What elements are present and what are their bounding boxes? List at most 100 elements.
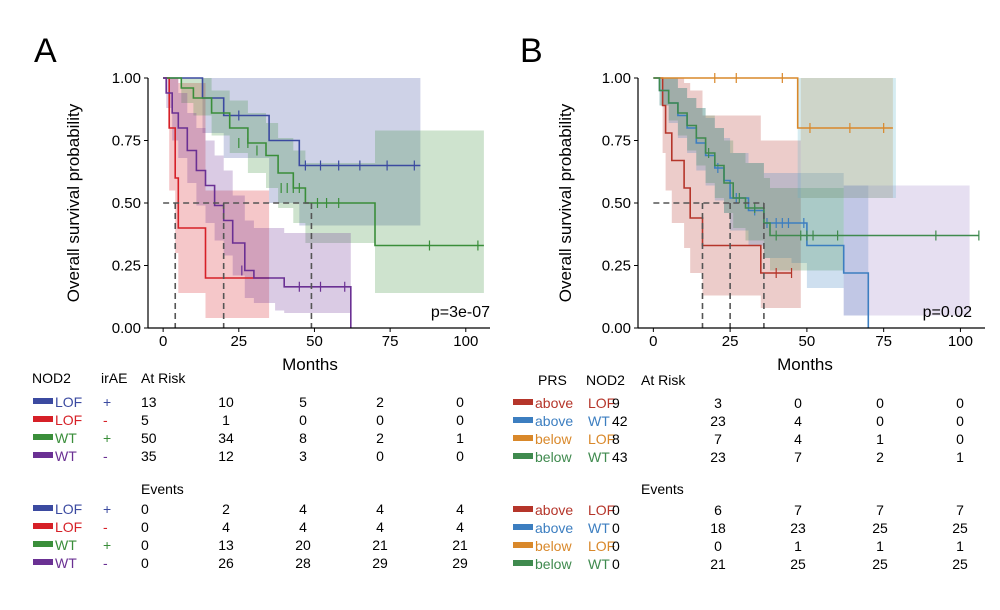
events-row-group1-1: LOF bbox=[55, 519, 82, 535]
at-risk-value-0-2: 0 bbox=[794, 395, 802, 411]
at-risk-value-3-3: 0 bbox=[376, 448, 384, 464]
at-risk-value-2-1: 34 bbox=[218, 430, 234, 446]
at-risk-value-0-3: 0 bbox=[876, 395, 884, 411]
at-risk-value-0-1: 10 bbox=[218, 394, 234, 410]
at-risk-value-2-2: 4 bbox=[794, 431, 802, 447]
events-row-group2-1: - bbox=[103, 519, 108, 535]
events-value-0-4: 7 bbox=[956, 502, 964, 518]
events-value-1-2: 23 bbox=[790, 520, 806, 536]
at-risk-row-swatch-1 bbox=[33, 416, 53, 422]
x-tick-label-4: 100 bbox=[948, 333, 973, 350]
table-header-group2: NOD2 bbox=[586, 372, 625, 388]
at-risk-row-group1-2: below bbox=[535, 431, 572, 447]
at-risk-row-group2-2: LOF bbox=[588, 431, 615, 447]
x-axis-label: Months bbox=[777, 355, 833, 374]
at-risk-row-group1-3: WT bbox=[55, 448, 77, 464]
survival-curve-1-0 bbox=[653, 77, 792, 274]
events-value-3-1: 21 bbox=[710, 556, 726, 572]
confidence-bands bbox=[653, 78, 970, 316]
events-row-group1-3: below bbox=[535, 556, 572, 572]
events-row-group1-2: below bbox=[535, 538, 572, 554]
events-value-2-4: 1 bbox=[956, 538, 964, 554]
events-value-3-1: 26 bbox=[218, 555, 234, 571]
events-value-2-2: 1 bbox=[794, 538, 802, 554]
at-risk-value-3-1: 23 bbox=[710, 449, 726, 465]
y-axis-label: Overall survival probability bbox=[556, 103, 575, 302]
events-row-swatch-1 bbox=[513, 524, 533, 530]
y-tick-label-2: 0.50 bbox=[112, 195, 141, 212]
table-header-at-risk: At Risk bbox=[641, 372, 686, 388]
ci-band-1-4 bbox=[843, 185, 970, 316]
events-row-swatch-2 bbox=[513, 542, 533, 548]
table-header-group2: irAE bbox=[101, 370, 127, 386]
events-row-swatch-1 bbox=[33, 523, 53, 529]
events-row-swatch-0 bbox=[513, 506, 533, 512]
ci-band-1-2 bbox=[653, 78, 893, 198]
at-risk-value-3-2: 3 bbox=[299, 448, 307, 464]
p-value: p=3e-07 bbox=[431, 304, 490, 321]
x-tick-label-0: 0 bbox=[649, 333, 657, 350]
at-risk-value-0-0: 13 bbox=[141, 394, 157, 410]
at-risk-value-2-3: 1 bbox=[876, 431, 884, 447]
events-value-1-3: 4 bbox=[376, 519, 384, 535]
x-tick-label-0: 0 bbox=[159, 333, 167, 350]
at-risk-value-2-0: 8 bbox=[612, 431, 620, 447]
events-value-0-3: 4 bbox=[376, 501, 384, 517]
at-risk-value-3-4: 0 bbox=[456, 448, 464, 464]
table-header-group1: PRS bbox=[538, 372, 567, 388]
at-risk-row-group2-1: WT bbox=[588, 413, 610, 429]
events-row-group2-1: WT bbox=[588, 520, 610, 536]
at-risk-value-3-4: 1 bbox=[956, 449, 964, 465]
at-risk-row-group1-2: WT bbox=[55, 430, 77, 446]
events-row-swatch-3 bbox=[513, 560, 533, 566]
ci-band-1-0 bbox=[653, 78, 801, 308]
events-value-3-3: 25 bbox=[872, 556, 888, 572]
at-risk-row-swatch-0 bbox=[33, 398, 53, 404]
at-risk-value-0-3: 2 bbox=[376, 394, 384, 410]
events-value-3-0: 0 bbox=[612, 556, 620, 572]
x-tick-label-3: 75 bbox=[875, 333, 892, 350]
survival-curve-1-2 bbox=[653, 77, 893, 129]
survival-curves bbox=[653, 73, 980, 328]
ci-band-0-2 bbox=[163, 78, 484, 293]
at-risk-row-group2-3: - bbox=[103, 448, 108, 464]
events-value-0-3: 7 bbox=[876, 502, 884, 518]
at-risk-value-1-1: 23 bbox=[710, 413, 726, 429]
at-risk-value-1-4: 0 bbox=[956, 413, 964, 429]
at-risk-row-group2-0: + bbox=[103, 394, 111, 410]
x-axis-label: Months bbox=[282, 355, 338, 374]
events-row-group2-0: + bbox=[103, 501, 111, 517]
at-risk-row-group1-1: above bbox=[535, 413, 573, 429]
at-risk-value-3-2: 7 bbox=[794, 449, 802, 465]
at-risk-value-1-2: 4 bbox=[794, 413, 802, 429]
at-risk-value-3-0: 43 bbox=[612, 449, 628, 465]
ci-band-1-1 bbox=[653, 78, 869, 316]
y-tick-label-0: 0.00 bbox=[602, 320, 631, 337]
x-tick-label-3: 75 bbox=[382, 333, 399, 350]
at-risk-value-1-3: 0 bbox=[376, 412, 384, 428]
events-value-2-1: 13 bbox=[218, 537, 234, 553]
events-value-3-4: 25 bbox=[952, 556, 968, 572]
at-risk-value-0-4: 0 bbox=[956, 395, 964, 411]
at-risk-value-2-4: 0 bbox=[956, 431, 964, 447]
table-header-events: Events bbox=[641, 481, 684, 497]
events-value-3-3: 29 bbox=[372, 555, 388, 571]
at-risk-value-1-3: 0 bbox=[876, 413, 884, 429]
at-risk-row-swatch-1 bbox=[513, 417, 533, 423]
events-value-3-0: 0 bbox=[141, 555, 149, 571]
events-row-swatch-0 bbox=[33, 505, 53, 511]
axes: 0.00 0.25 0.50 0.75 1.00 0 25 50 75 100 bbox=[602, 70, 985, 350]
events-value-0-0: 0 bbox=[141, 501, 149, 517]
table-header-events: Events bbox=[141, 481, 184, 497]
survival-curves bbox=[163, 77, 484, 328]
axes: 0.00 0.25 0.50 0.75 1.00 0 25 50 75 100 bbox=[112, 70, 490, 350]
panel-label-a: A bbox=[34, 32, 57, 70]
events-value-3-2: 25 bbox=[790, 556, 806, 572]
at-risk-row-group2-3: WT bbox=[588, 449, 610, 465]
at-risk-value-0-4: 0 bbox=[456, 394, 464, 410]
y-tick-label-3: 0.75 bbox=[112, 133, 141, 150]
events-value-2-3: 1 bbox=[876, 538, 884, 554]
at-risk-value-3-1: 12 bbox=[218, 448, 234, 464]
